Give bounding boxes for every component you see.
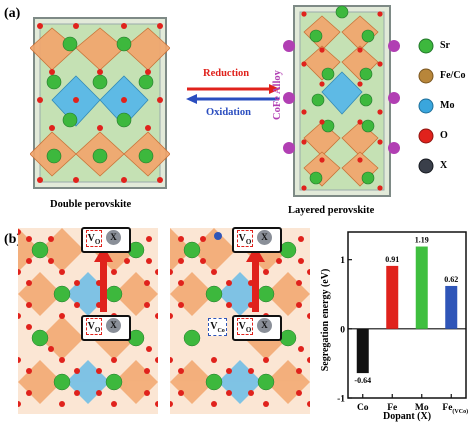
bar-fe bbox=[386, 265, 399, 329]
oxidation-arrow bbox=[186, 94, 279, 104]
y-tick-label: 0 bbox=[340, 325, 345, 335]
left-bulk-vacancy: VO bbox=[86, 318, 102, 335]
x-axis-label: Dopant (X) bbox=[383, 411, 431, 422]
left-surface-x: X bbox=[106, 230, 121, 245]
bar-value-label: 0.62 bbox=[444, 275, 458, 284]
x-tick-label: Fe(VCo) bbox=[442, 403, 468, 415]
legend-item-o: O bbox=[418, 128, 448, 149]
bar-value-label: 0.91 bbox=[385, 255, 399, 264]
right-surface-vacancy: VO bbox=[237, 230, 253, 247]
panel-b-label: (b) bbox=[4, 232, 22, 247]
x-tick-label: Co bbox=[357, 403, 369, 413]
y-tick-label: 1 bbox=[340, 256, 345, 266]
reduction-arrow bbox=[187, 84, 280, 94]
right-surface-x: X bbox=[257, 230, 272, 245]
legend-item-feco: Fe/Co bbox=[418, 68, 466, 89]
right-bulk-vacancy: VO bbox=[237, 318, 253, 335]
left-bulk-x: X bbox=[106, 318, 121, 333]
right-co-vacancy: VCo bbox=[208, 318, 227, 336]
x-tick-label: Mo bbox=[415, 403, 429, 413]
legend-item-x: X bbox=[418, 158, 447, 179]
double-perovskite-structure bbox=[30, 17, 170, 189]
y-tick-label: -1 bbox=[337, 395, 345, 405]
left-surface-vacancy: VO bbox=[86, 230, 102, 247]
x-tick-sub: (VCo) bbox=[452, 408, 468, 415]
x-tick-label: Fe bbox=[387, 403, 397, 413]
feco-sphere-icon bbox=[418, 68, 434, 84]
bar-mo bbox=[415, 246, 428, 329]
double-perovskite-caption: Double perovskite bbox=[50, 199, 132, 210]
bar-value-label: 1.19 bbox=[415, 236, 429, 245]
bar-value-label: -0.64 bbox=[354, 376, 371, 385]
right-bulk-x: X bbox=[257, 318, 272, 333]
panel-a-label: (a) bbox=[4, 6, 21, 21]
oxidation-label: Oxidation bbox=[206, 107, 251, 118]
mo-sphere-icon bbox=[418, 98, 434, 114]
o-sphere-icon bbox=[418, 128, 434, 144]
bar-co bbox=[356, 328, 369, 374]
reduction-label: Reduction bbox=[203, 68, 250, 79]
bar-fe-vco- bbox=[445, 285, 458, 329]
legend-item-sr: Sr bbox=[418, 38, 450, 59]
segregation-energy-chart: Segregation energy (eV) Dopant (X) -1 0 1 -… bbox=[320, 231, 468, 422]
layered-perovskite-structure bbox=[283, 5, 400, 197]
layered-perovskite-caption: Layered perovskite bbox=[288, 205, 375, 216]
legend-item-mo: Mo bbox=[418, 98, 454, 119]
left-bulk-site bbox=[81, 315, 131, 341]
x-sphere-icon bbox=[418, 158, 434, 174]
y-axis-label: Segregation energy (eV) bbox=[320, 269, 331, 372]
sr-sphere-icon bbox=[418, 38, 434, 54]
